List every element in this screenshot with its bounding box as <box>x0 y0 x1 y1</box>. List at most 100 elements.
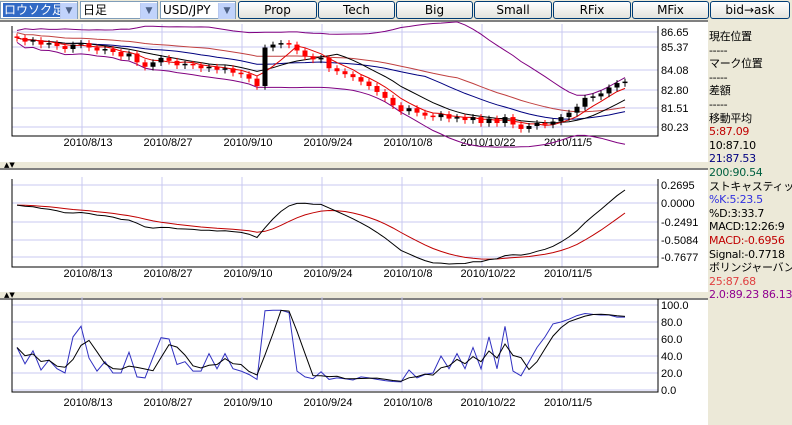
candle-body <box>326 57 332 69</box>
candle-body <box>414 108 420 113</box>
candle-body <box>118 51 124 57</box>
candle-body <box>126 53 132 57</box>
panel-resize-handle[interactable]: ▲▼ <box>4 161 15 169</box>
candle-body <box>246 74 252 79</box>
axis-frame <box>11 179 659 268</box>
candle-body <box>198 65 204 69</box>
y-tick-label: 40.0 <box>661 351 682 363</box>
axis-frame <box>11 26 659 137</box>
candle-body <box>78 43 84 45</box>
rfix-button[interactable]: RFix <box>553 1 631 19</box>
x-tick-label: 2010/11/5 <box>544 268 592 280</box>
y-tick-label: -0.7677 <box>661 252 698 264</box>
chevron-down-icon[interactable]: ▼ <box>218 3 235 19</box>
macd-panel <box>0 168 708 292</box>
x-tick-label: 2010/9/24 <box>304 397 353 409</box>
candle-body <box>270 44 276 48</box>
macd-signal-line <box>16 204 626 260</box>
x-tick-label: 2010/9/10 <box>224 137 273 149</box>
ma10-value: 10:87.10 <box>709 138 756 152</box>
x-tick-label: 2010/8/27 <box>144 268 193 280</box>
candle-body <box>582 97 588 107</box>
candle-body <box>342 71 348 75</box>
difference-value: ----- <box>709 97 728 111</box>
currency-pair-select[interactable]: USD/JPY ▼ <box>160 1 236 19</box>
candle-body <box>14 36 20 38</box>
x-tick-label: 2010/9/24 <box>304 137 353 149</box>
candle-body <box>550 121 556 125</box>
candle-body <box>622 81 628 84</box>
bollinger-upper-line <box>16 21 626 96</box>
y-tick-label: 0.0000 <box>661 198 695 210</box>
candle-body <box>110 49 116 52</box>
candle-body <box>590 96 596 98</box>
candle-body <box>286 43 292 45</box>
candle-body <box>374 86 380 92</box>
y-tick-label: -0.2491 <box>661 217 698 229</box>
info-sidebar: 現在位置 ----- マーク位置 ----- 差額 ----- 移動平均 5:8… <box>709 30 792 302</box>
candle-body <box>86 43 92 48</box>
y-tick-label: 81.51 <box>661 103 689 115</box>
candle-body <box>294 44 300 51</box>
stochastics-label: ストキャスティックス <box>709 179 792 193</box>
stochastic-panel <box>0 298 708 425</box>
candle-body <box>438 114 444 118</box>
candle-body <box>190 63 196 66</box>
candle-body <box>430 115 436 118</box>
candle-body <box>302 50 308 57</box>
chevron-down-icon[interactable]: ▼ <box>60 3 77 19</box>
moving-average-label: 移動平均 <box>709 111 752 125</box>
x-tick-label: 2010/10/22 <box>460 137 515 149</box>
candle-body <box>214 66 220 70</box>
y-tick-label: 86.65 <box>661 27 689 39</box>
candle-body <box>390 97 396 106</box>
x-tick-label: 2010/10/22 <box>460 397 515 409</box>
prop-button[interactable]: Prop <box>238 1 317 19</box>
mark-position-value: ----- <box>709 70 728 84</box>
chart-type-select[interactable]: ロウソク足 ▼ <box>0 1 78 19</box>
x-tick-label: 2010/8/13 <box>64 397 113 409</box>
y-tick-label: 60.0 <box>661 334 682 346</box>
ma21-value: 21:87.53 <box>709 152 756 166</box>
bid-ask-button[interactable]: bid→ask <box>710 1 790 19</box>
candle-body <box>462 117 468 121</box>
candle-body <box>94 47 100 51</box>
big-button[interactable]: Big <box>396 1 473 19</box>
candle-body <box>230 68 236 73</box>
candle-body <box>62 46 68 50</box>
x-tick-label: 2010/11/5 <box>544 397 592 409</box>
candle-body <box>262 47 268 87</box>
tech-button[interactable]: Tech <box>318 1 395 19</box>
candle-body <box>30 40 36 42</box>
candle-body <box>574 106 580 113</box>
ma200-value: 200:90.54 <box>709 165 763 179</box>
candle-body <box>310 56 316 60</box>
candle-body <box>510 117 516 125</box>
x-tick-label: 2010/10/8 <box>384 137 433 149</box>
panel-resize-handle[interactable]: ▲▼ <box>4 291 15 299</box>
y-tick-label: 20.0 <box>661 368 682 380</box>
small-button[interactable]: Small <box>474 1 552 19</box>
candle-body <box>470 117 476 121</box>
x-tick-label: 2010/8/27 <box>144 397 193 409</box>
candle-body <box>206 66 212 69</box>
chevron-down-icon[interactable]: ▼ <box>140 3 157 19</box>
stoch-d-value: %D:3:33.7 <box>709 206 765 220</box>
candle-body <box>166 57 172 61</box>
current-position-value: ----- <box>709 43 728 57</box>
period-select[interactable]: 日足 ▼ <box>80 1 158 19</box>
candle-body <box>406 108 412 112</box>
ma10-line <box>16 37 626 124</box>
bollinger-lower-line <box>16 41 626 148</box>
mark-position-label: マーク位置 <box>709 57 763 71</box>
y-tick-label: 80.0 <box>661 317 682 329</box>
candle-body <box>278 43 284 45</box>
ma5-line <box>16 37 626 126</box>
candle-body <box>254 78 260 87</box>
bollinger-band-value: 2.0:89.23 86.13 <box>709 288 792 302</box>
candle-body <box>446 114 452 119</box>
x-tick-label: 2010/9/24 <box>304 268 353 280</box>
mfix-button[interactable]: MFix <box>632 1 709 19</box>
chart-canvas[interactable]: 86.65 85.37 84.08 82.80 81.51 80.23 2010/8/13 2… <box>0 0 708 425</box>
candle-body <box>398 105 404 112</box>
